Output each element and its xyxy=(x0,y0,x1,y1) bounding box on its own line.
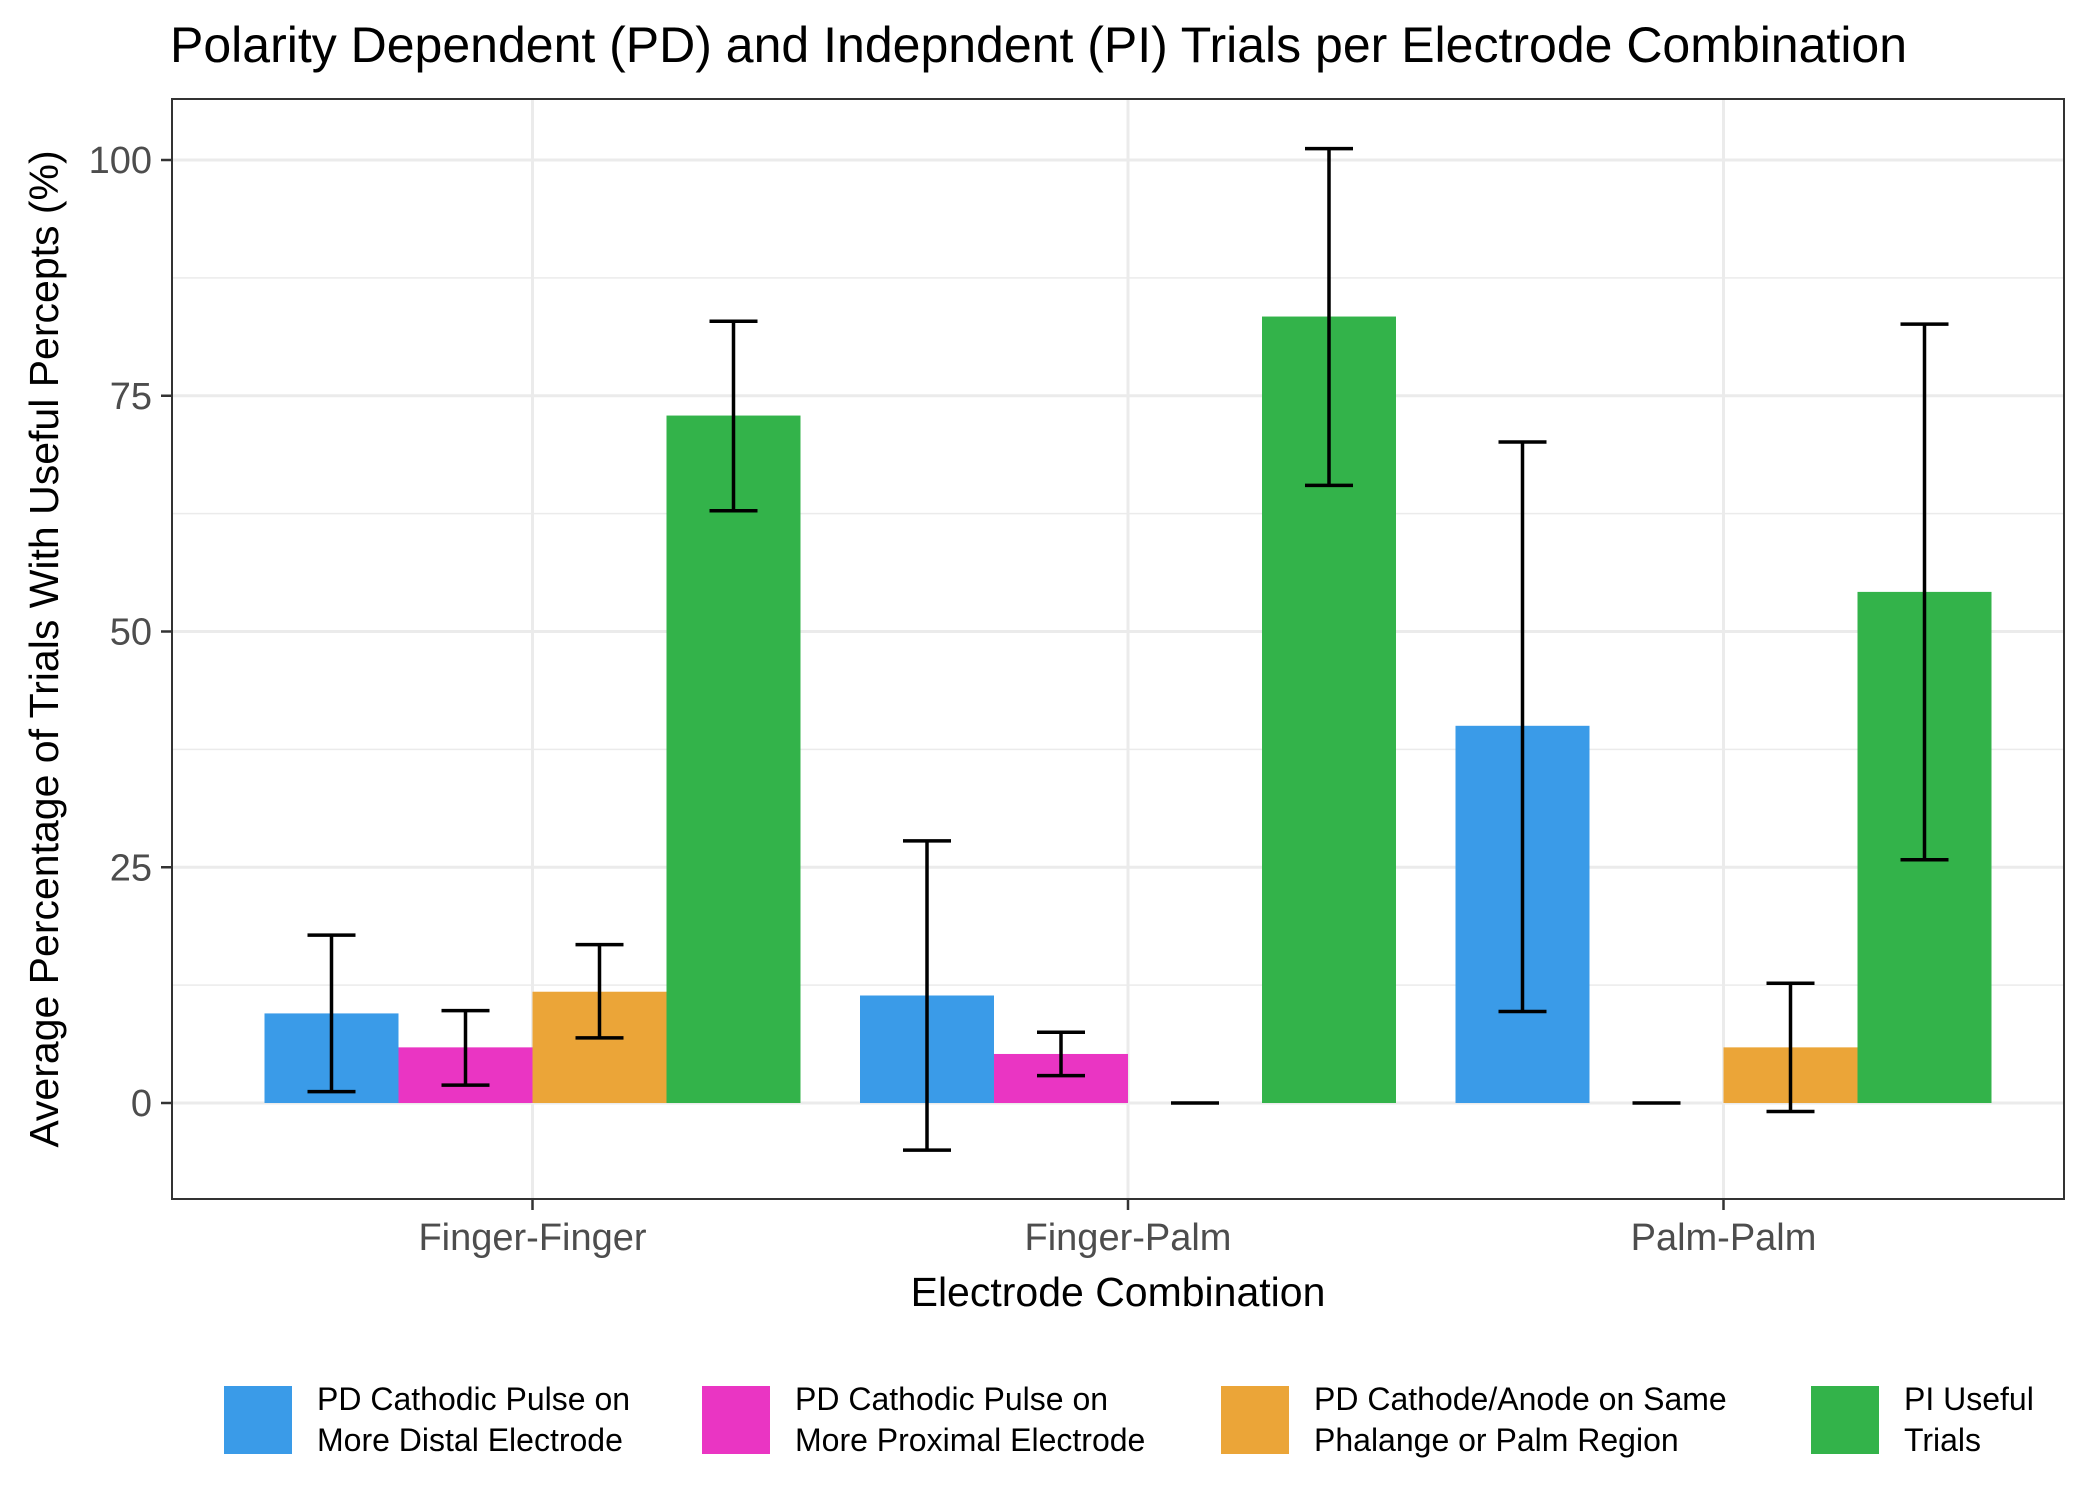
legend-item: PD Cathodic Pulse on More Distal Electrod… xyxy=(224,1381,630,1458)
y-tick-label: 25 xyxy=(110,847,152,889)
error-bar xyxy=(441,1008,490,1087)
legend-swatch xyxy=(1221,1386,1289,1454)
error-bar xyxy=(1498,440,1547,1014)
legend-label: PD Cathodic Pulse on More Distal Electrod… xyxy=(317,1381,630,1458)
y-tick-label: 100 xyxy=(89,140,152,182)
bar xyxy=(666,415,801,1104)
legend-swatch xyxy=(702,1386,770,1454)
y-tick-label: 75 xyxy=(110,376,152,418)
legend-item: PD Cathodic Pulse on More Proximal Electr… xyxy=(702,1381,1145,1458)
legend-label-line: More Proximal Electrode xyxy=(795,1422,1145,1458)
error-bar xyxy=(1037,1030,1085,1078)
error-bar xyxy=(575,942,624,1040)
chart-title: Polarity Dependent (PD) and Indepndent (… xyxy=(170,17,1907,73)
x-axis-title: Electrode Combination xyxy=(911,1269,1326,1315)
legend-label-line: Trials xyxy=(1904,1422,1981,1458)
x-tick-label: Palm-Palm xyxy=(1631,1217,1817,1259)
y-tick-label: 50 xyxy=(110,612,152,654)
plot-panel xyxy=(172,99,2064,1199)
legend-label-line: More Distal Electrode xyxy=(317,1422,623,1458)
legend-label-line: PI Useful xyxy=(1904,1381,2034,1417)
y-tick-label: 0 xyxy=(131,1083,152,1125)
legend-swatch xyxy=(224,1386,292,1454)
error-bar xyxy=(903,839,951,1152)
error-bar xyxy=(1305,146,1353,488)
legend-label-line: Phalange or Palm Region xyxy=(1314,1422,1679,1458)
legend-label-line: PD Cathode/Anode on Same xyxy=(1314,1381,1727,1417)
x-axis: Finger-Finger Finger-Palm Palm-Palm xyxy=(418,1199,1816,1259)
legend-item: PD Cathode/Anode on Same Phalange or Palm… xyxy=(1221,1381,1727,1458)
legend-label: PI Useful Trials xyxy=(1904,1381,2034,1458)
plot-panel-border xyxy=(171,98,2065,1200)
legend-label: PD Cathodic Pulse on More Proximal Electr… xyxy=(795,1381,1145,1458)
error-bar xyxy=(709,319,758,513)
legend-label: PD Cathode/Anode on Same Phalange or Palm… xyxy=(1314,1381,1727,1458)
error-bar xyxy=(1900,322,1949,862)
y-axis: 0 25 50 75 100 xyxy=(89,140,172,1125)
legend-label-line: PD Cathodic Pulse on xyxy=(317,1381,630,1417)
legend: PD Cathodic Pulse on More Distal Electrod… xyxy=(224,1381,2034,1458)
y-axis-title: Average Percentage of Trials With Useful… xyxy=(21,150,67,1147)
x-tick-label: Finger-Finger xyxy=(418,1217,646,1259)
legend-item: PI Useful Trials xyxy=(1811,1381,2034,1458)
legend-label-line: PD Cathodic Pulse on xyxy=(795,1381,1108,1417)
legend-swatch xyxy=(1811,1386,1879,1454)
error-bars xyxy=(307,146,1949,1152)
error-bar xyxy=(1766,981,1815,1114)
error-bar xyxy=(307,933,356,1094)
x-tick-label: Finger-Palm xyxy=(1025,1217,1232,1259)
